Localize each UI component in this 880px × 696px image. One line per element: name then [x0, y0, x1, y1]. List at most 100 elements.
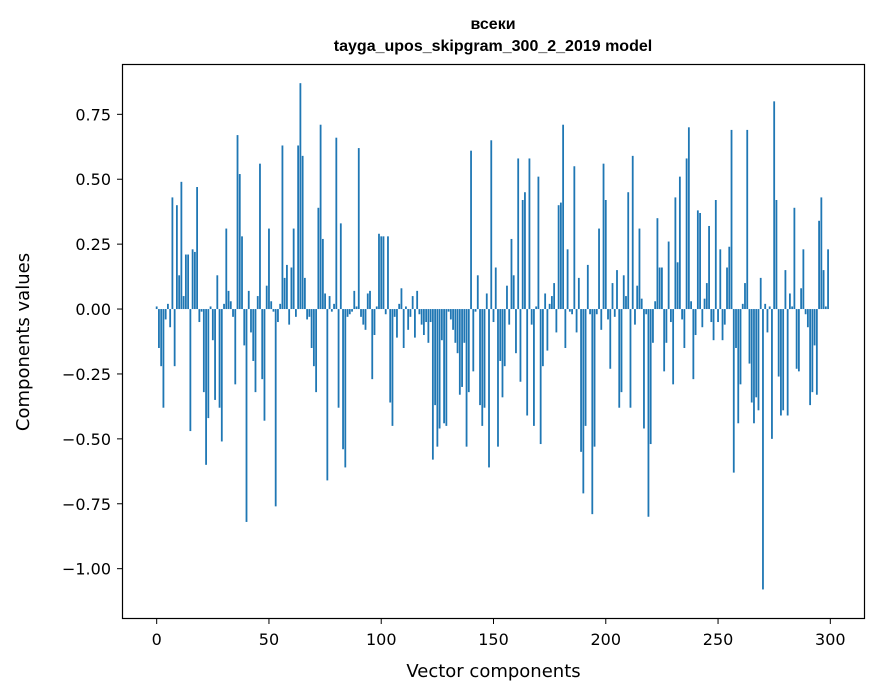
x-tick-label: 0: [152, 630, 162, 649]
bar-291: [809, 309, 812, 406]
bar-277: [777, 309, 780, 377]
bar-239: [692, 309, 695, 380]
bar-100: [380, 236, 383, 310]
bar-124: [434, 309, 437, 406]
y-tick-label: −1.00: [62, 560, 111, 579]
bar-199: [602, 163, 605, 310]
bar-272: [766, 309, 769, 333]
bar-207: [620, 309, 623, 393]
bar-116: [416, 290, 419, 310]
bar-192: [586, 264, 589, 310]
bar-105: [391, 309, 394, 426]
bar-45: [256, 296, 259, 310]
bar-0: [155, 306, 158, 310]
bar-113: [409, 309, 412, 317]
bar-8: [173, 309, 176, 367]
bar-86: [348, 309, 351, 315]
bar-128: [443, 309, 445, 424]
bar-87: [351, 309, 353, 312]
bar-39: [243, 309, 246, 346]
bar-92: [362, 309, 365, 325]
bar-99: [378, 233, 380, 310]
bar-221: [652, 309, 654, 343]
bar-254: [726, 267, 728, 310]
bar-246: [708, 225, 710, 310]
bar-150: [492, 309, 495, 323]
bar-180: [559, 202, 562, 310]
bar-139: [467, 309, 470, 393]
bar-109: [400, 288, 403, 310]
bar-225: [661, 267, 663, 310]
bar-298: [824, 306, 827, 310]
bar-278: [780, 309, 782, 416]
y-tick-label: 0.25: [75, 235, 111, 254]
bar-174: [546, 309, 549, 351]
bar-280: [784, 270, 787, 310]
bar-204: [613, 309, 616, 317]
bar-108: [398, 303, 401, 310]
bar-88: [353, 290, 356, 310]
bar-165: [526, 309, 529, 416]
bar-268: [757, 309, 760, 411]
bar-136: [461, 309, 463, 387]
bar-162: [519, 309, 522, 382]
bar-38: [241, 236, 243, 310]
bar-281: [786, 309, 789, 416]
bar-13: [184, 254, 187, 310]
bar-110: [402, 309, 405, 348]
bar-201: [607, 309, 609, 320]
bar-29: [220, 309, 223, 442]
bar-176: [550, 296, 553, 310]
bar-286: [797, 309, 800, 372]
bar-69: [310, 309, 313, 348]
bar-276: [775, 200, 778, 310]
bar-159: [512, 275, 515, 310]
bar-56: [281, 145, 284, 310]
bar-285: [795, 309, 798, 369]
bar-287: [800, 288, 803, 310]
bar-78: [330, 309, 333, 312]
bar-72: [317, 207, 320, 310]
bar-183: [566, 249, 569, 310]
bar-189: [580, 309, 582, 452]
bar-89: [355, 306, 358, 310]
bar-43: [252, 309, 255, 361]
bar-187: [575, 309, 578, 333]
bar-245: [705, 283, 708, 310]
bar-73: [319, 124, 322, 310]
bar-148: [488, 309, 490, 468]
bar-251: [719, 249, 722, 310]
bar-214: [636, 285, 639, 310]
bar-102: [384, 309, 387, 315]
y-tick-label: 0.50: [75, 170, 111, 189]
bar-90: [357, 148, 360, 310]
bar-218: [645, 309, 648, 315]
bar-195: [593, 309, 596, 447]
bar-125: [436, 309, 439, 447]
bar-120: [425, 309, 428, 323]
bar-119: [422, 309, 425, 336]
bar-4: [164, 309, 167, 320]
bar-95: [369, 290, 371, 310]
bar-60: [290, 267, 293, 310]
bar-219: [647, 309, 650, 517]
bar-175: [548, 303, 551, 310]
bar-188: [577, 277, 580, 310]
bar-234: [681, 309, 684, 320]
bar-243: [701, 309, 704, 328]
bar-61: [292, 228, 295, 310]
bar-81: [337, 309, 340, 408]
bar-256: [730, 129, 733, 310]
bar-126: [438, 309, 441, 429]
bar-241: [696, 210, 699, 310]
bar-145: [481, 309, 484, 426]
bar-114: [411, 296, 414, 310]
bar-85: [346, 309, 349, 317]
bar-299: [827, 249, 829, 310]
bar-237: [687, 127, 690, 310]
bar-170: [537, 176, 540, 310]
bar-18: [196, 187, 198, 310]
bar-231: [674, 197, 677, 310]
bar-49: [265, 285, 268, 310]
